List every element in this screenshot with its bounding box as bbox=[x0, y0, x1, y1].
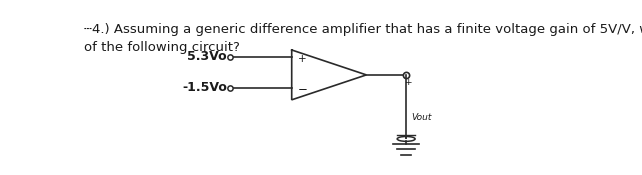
Text: ┄4.) Assuming a generic difference amplifier that has a finite voltage gain of 5: ┄4.) Assuming a generic difference ampli… bbox=[84, 23, 642, 54]
Text: 5.3Vo: 5.3Vo bbox=[187, 50, 227, 62]
Text: -1.5Vo: -1.5Vo bbox=[182, 80, 227, 93]
Text: +: + bbox=[404, 78, 412, 87]
Circle shape bbox=[397, 136, 415, 141]
Text: Vout: Vout bbox=[411, 113, 431, 122]
Text: +: + bbox=[298, 54, 306, 64]
Text: −: − bbox=[298, 83, 308, 96]
